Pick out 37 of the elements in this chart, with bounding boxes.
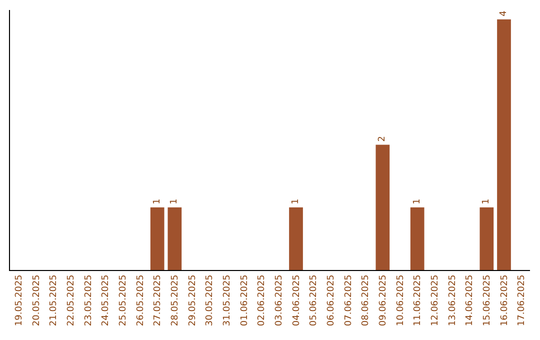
x-tick-label: 03.06.2025 xyxy=(274,274,285,326)
x-tick-label: 12.06.2025 xyxy=(430,274,441,326)
data-label: 1 xyxy=(152,198,162,204)
x-tick-label: 28.05.2025 xyxy=(170,274,181,326)
x-tick-label: 13.06.2025 xyxy=(448,274,458,326)
x-tick-label: 22.05.2025 xyxy=(66,274,77,326)
x-tick-label: 30.05.2025 xyxy=(205,274,216,326)
x-tick-label: 14.06.2025 xyxy=(465,274,476,326)
x-tick-label: 16.06.2025 xyxy=(500,274,510,326)
x-tick-label: 10.06.2025 xyxy=(396,274,406,326)
x-tick-label: 11.06.2025 xyxy=(413,274,424,326)
x-tick-label: 09.06.2025 xyxy=(378,274,389,326)
x-tick-label: 31.05.2025 xyxy=(222,274,233,326)
x-tick-label: 20.05.2025 xyxy=(32,274,42,326)
x-tick-label: 19.05.2025 xyxy=(14,274,25,326)
data-label: 4 xyxy=(499,10,509,16)
x-tick-label: 02.06.2025 xyxy=(257,274,268,326)
x-tick-label: 05.06.2025 xyxy=(309,274,320,326)
data-label: 1 xyxy=(291,198,301,204)
data-label: 2 xyxy=(378,136,388,142)
x-tick-label: 23.05.2025 xyxy=(84,274,94,326)
x-tick-label: 25.05.2025 xyxy=(118,274,129,326)
x-tick-label: 01.06.2025 xyxy=(240,274,250,326)
x-tick-label: 21.05.2025 xyxy=(49,274,60,326)
data-label: 1 xyxy=(170,198,180,204)
x-tick-label: 29.05.2025 xyxy=(188,274,198,326)
x-tick-label: 26.05.2025 xyxy=(136,274,146,326)
x-tick-label: 17.06.2025 xyxy=(517,274,528,326)
data-label: 1 xyxy=(412,198,422,204)
x-tick-label: 07.06.2025 xyxy=(344,274,354,326)
x-tick-label: 06.06.2025 xyxy=(326,274,337,326)
x-tick-label: 04.06.2025 xyxy=(292,274,302,326)
x-tick-label: 08.06.2025 xyxy=(361,274,372,326)
x-tick-label: 27.05.2025 xyxy=(153,274,164,326)
data-label: 1 xyxy=(482,198,492,204)
x-tick-label: 15.06.2025 xyxy=(482,274,493,326)
x-tick-label: 24.05.2025 xyxy=(101,274,112,326)
